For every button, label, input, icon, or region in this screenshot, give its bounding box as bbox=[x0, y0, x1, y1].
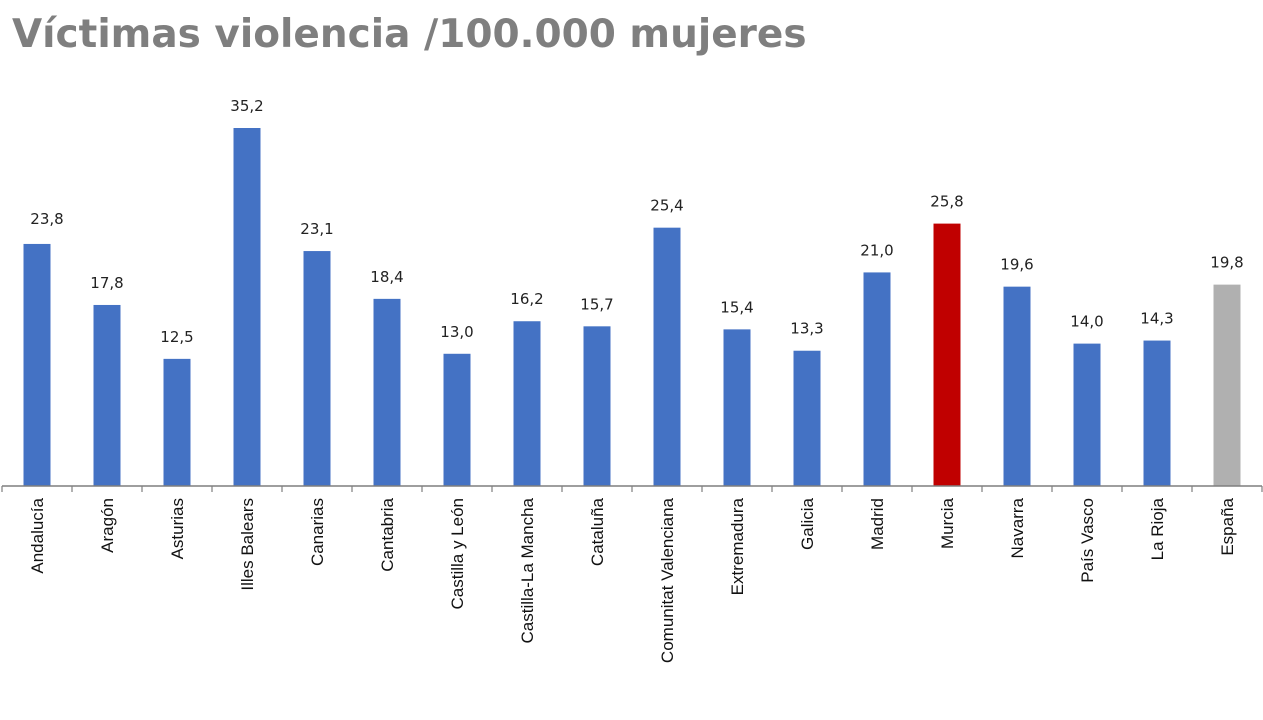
value-label-aragon: 17,8 bbox=[90, 274, 123, 292]
bar-andalucia bbox=[23, 243, 51, 486]
bar-extremadura bbox=[723, 329, 751, 486]
category-label-extremadura: Extremadura bbox=[728, 497, 747, 595]
category-label-cataluna: Cataluña bbox=[588, 497, 607, 566]
bar-comunitat-valenciana bbox=[653, 227, 681, 486]
value-label-espana: 19,8 bbox=[1210, 254, 1243, 272]
bar-canarias bbox=[303, 251, 331, 486]
value-label-castilla-y-leon: 13,0 bbox=[440, 323, 473, 341]
value-label-andalucia: 23,8 bbox=[30, 210, 63, 228]
value-label-canarias: 23,1 bbox=[300, 220, 333, 238]
category-label-cantabria: Cantabria bbox=[378, 497, 397, 571]
category-label-illes-balears: Illes Balears bbox=[238, 498, 257, 591]
bar-murcia bbox=[933, 223, 961, 486]
bar-cataluna bbox=[583, 326, 611, 486]
bar-la-rioja bbox=[1143, 340, 1171, 486]
category-label-pais-vasco: País Vasco bbox=[1078, 498, 1097, 583]
category-label-asturias: Asturias bbox=[168, 498, 187, 559]
value-label-asturias: 12,5 bbox=[160, 328, 193, 346]
chart-title: Víctimas violencia /100.000 mujeres bbox=[12, 12, 807, 57]
category-label-andalucia: Andalucía bbox=[28, 497, 47, 573]
value-label-castilla-la-mancha: 16,2 bbox=[510, 290, 543, 308]
value-label-pais-vasco: 14,0 bbox=[1070, 313, 1103, 331]
value-labels-group: 23,8 17,8 12,5 35,2 23,1 18,4 13,0 16,2 15,7 25,4… bbox=[30, 97, 1243, 346]
category-label-castilla-la-mancha: Castilla-La Mancha bbox=[518, 497, 537, 643]
category-label-espana: España bbox=[1218, 497, 1237, 555]
category-label-comunitat-valenciana: Comunitat Valenciana bbox=[658, 497, 677, 663]
value-label-cataluna: 15,7 bbox=[580, 295, 613, 313]
category-label-aragon: Aragón bbox=[98, 498, 117, 553]
category-label-canarias: Canarias bbox=[308, 498, 327, 566]
value-label-extremadura: 15,4 bbox=[720, 298, 753, 316]
bar-galicia bbox=[793, 350, 821, 486]
value-label-navarra: 19,6 bbox=[1000, 256, 1033, 274]
bar-madrid bbox=[863, 272, 891, 486]
value-label-illes-balears: 35,2 bbox=[230, 97, 263, 115]
bar-castilla-la-mancha bbox=[513, 321, 541, 486]
category-label-la-rioja: La Rioja bbox=[1148, 497, 1167, 560]
value-label-la-rioja: 14,3 bbox=[1140, 310, 1173, 328]
category-label-navarra: Navarra bbox=[1008, 497, 1027, 558]
bar-espana bbox=[1213, 284, 1241, 486]
category-label-madrid: Madrid bbox=[868, 498, 887, 550]
bar-castilla-y-leon bbox=[443, 353, 471, 486]
bar-pais-vasco bbox=[1073, 343, 1101, 486]
category-label-castilla-y-leon: Castilla y León bbox=[448, 498, 467, 610]
value-label-cantabria: 18,4 bbox=[370, 268, 403, 286]
bars-group bbox=[23, 128, 1241, 486]
bar-navarra bbox=[1003, 286, 1031, 486]
category-label-murcia: Murcia bbox=[938, 497, 957, 549]
value-label-galicia: 13,3 bbox=[790, 320, 823, 338]
category-label-galicia: Galicia bbox=[798, 497, 817, 550]
value-label-murcia: 25,8 bbox=[930, 193, 963, 211]
category-labels-group: Andalucía Aragón Asturias Illes Balears Cana… bbox=[28, 497, 1237, 663]
bar-asturias bbox=[163, 358, 191, 486]
bar-illes-balears bbox=[233, 128, 261, 486]
ticks-group bbox=[1, 486, 1263, 492]
bar-aragon bbox=[93, 304, 121, 486]
value-label-comunitat-valenciana: 25,4 bbox=[650, 197, 683, 215]
value-label-madrid: 21,0 bbox=[860, 241, 893, 259]
bar-cantabria bbox=[373, 298, 401, 486]
